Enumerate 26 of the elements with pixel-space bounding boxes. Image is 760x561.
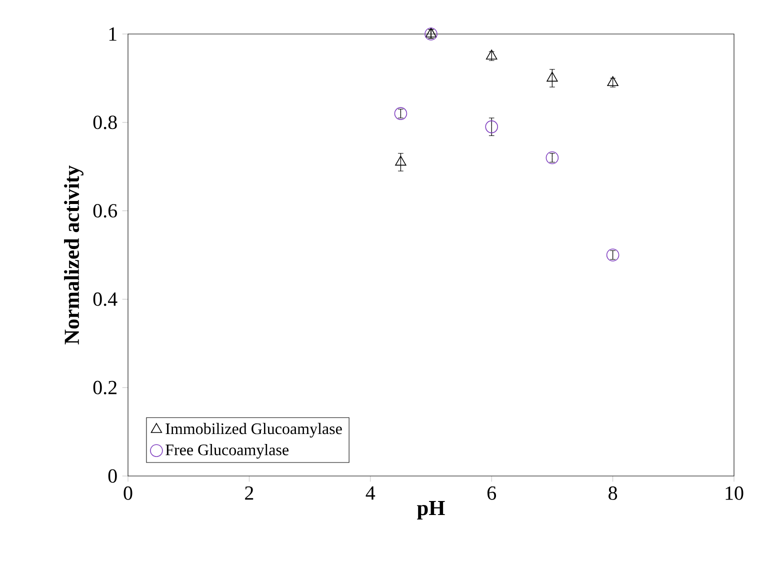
- x-tick-label: 2: [245, 486, 254, 500]
- x-tick-label: 0: [124, 486, 132, 500]
- point: [486, 50, 498, 60]
- x-tick-label: 4: [366, 486, 376, 500]
- x-tick-label: 8: [608, 486, 618, 500]
- y-tick-label: 0.2: [93, 380, 116, 394]
- x-tick-label: 6: [487, 486, 496, 500]
- legend-label: Immobilized Glucoamylase: [166, 422, 342, 438]
- x-tick-label: 10: [726, 486, 744, 500]
- y-tick-label: 0.4: [93, 292, 118, 306]
- y-tick-label: 0: [108, 469, 117, 483]
- point: [424, 28, 438, 40]
- legend-label: Free Glucoamylase: [166, 444, 289, 459]
- point: [425, 28, 437, 38]
- y-tick-label: 1: [109, 27, 116, 41]
- y-tick-label: 0.8: [93, 116, 117, 130]
- point: [546, 151, 559, 164]
- x-axis-title: pH: [417, 501, 445, 520]
- point: [394, 107, 408, 120]
- point: [395, 156, 406, 166]
- y-tick-label: 0.6: [93, 204, 118, 218]
- point: [546, 72, 558, 82]
- point: [607, 76, 618, 86]
- point: [485, 120, 498, 134]
- point: [606, 248, 620, 262]
- y-axis-title: Normalized activity: [64, 165, 84, 344]
